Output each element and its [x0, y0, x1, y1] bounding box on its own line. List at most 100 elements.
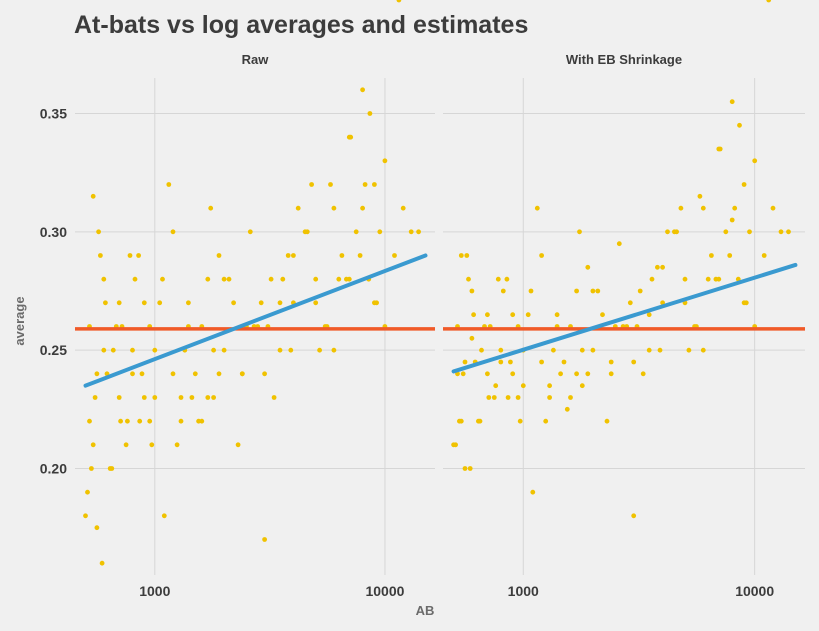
scatter-point: [590, 347, 596, 353]
x-axis-label: AB: [416, 603, 435, 618]
scatter-point: [103, 300, 108, 306]
scatter-point: [170, 229, 176, 235]
scatter-point: [517, 418, 523, 424]
scatter-point: [152, 395, 158, 400]
scatter-point: [362, 182, 368, 187]
scatter-point: [700, 205, 706, 211]
x-tick-label: 10000: [365, 583, 404, 599]
scatter-point: [577, 229, 582, 235]
scatter-point: [118, 418, 123, 424]
scatter-point: [226, 276, 232, 282]
scatter-point: [137, 418, 143, 424]
scatter-point: [208, 205, 214, 211]
scatter-point: [116, 300, 122, 306]
scatter-point: [554, 312, 560, 318]
scatter-point: [101, 276, 107, 282]
scatter-point: [649, 276, 655, 282]
scatter-point: [83, 513, 88, 519]
y-tick-label: 0.35: [40, 106, 67, 122]
scatter-point: [161, 513, 167, 519]
scatter-point: [709, 253, 714, 258]
scatter-point: [574, 371, 579, 377]
scatter-point: [525, 312, 531, 318]
scatter-point: [178, 418, 184, 424]
scatter-point: [637, 288, 643, 294]
scatter-point: [277, 300, 283, 306]
scatter-point: [469, 335, 475, 341]
scatter-point: [170, 371, 176, 377]
scatter-point: [530, 489, 536, 495]
scatter-point: [99, 560, 105, 566]
scatter-point: [505, 395, 511, 400]
scatter-point: [317, 347, 322, 353]
scatter-point: [770, 205, 776, 211]
scatter-point: [127, 253, 133, 258]
scatter-point: [353, 229, 359, 235]
panels-layer: Raw 1000 10000 0.20 0.25 0.30 0.35 With EB Shri…: [40, 0, 805, 599]
scatter-point: [608, 371, 614, 377]
scatter-point: [705, 276, 711, 282]
scatter-point: [372, 182, 377, 187]
scatter-point: [280, 276, 286, 282]
scatter-point: [543, 418, 549, 424]
scatter-point: [186, 300, 191, 306]
scatter-point: [231, 300, 237, 306]
scatter-point: [141, 395, 147, 400]
scatter-point: [96, 229, 101, 235]
panel-1: Raw 1000 10000 0.20 0.25 0.30 0.35: [40, 0, 435, 599]
scatter-point: [574, 288, 579, 294]
scatter-point: [130, 347, 135, 353]
scatter-point: [192, 371, 198, 377]
scatter-point: [125, 418, 130, 424]
scatter-point: [713, 276, 719, 282]
scatter-point: [174, 442, 180, 448]
chart-title: At-bats vs log averages and estimates: [74, 11, 528, 39]
scatter-point: [778, 229, 784, 235]
scatter-point: [737, 122, 742, 128]
scatter-point: [579, 347, 585, 353]
scatter-point: [590, 288, 596, 294]
scatter-point: [408, 229, 414, 235]
scatter-point: [493, 383, 499, 389]
scatter-point: [457, 418, 462, 424]
scatter-point: [136, 253, 142, 258]
y-tick-label: 0.25: [40, 342, 67, 358]
scatter-point: [295, 205, 301, 211]
scatter-point: [498, 359, 504, 365]
scatter-point: [132, 276, 138, 282]
scatter-point: [595, 288, 601, 294]
scatter-point: [291, 253, 296, 258]
scatter-point: [130, 371, 135, 377]
scatter-point: [258, 300, 264, 306]
scatter-point: [336, 276, 342, 282]
scatter-point: [500, 288, 506, 294]
scatter-point: [98, 253, 103, 258]
scatter-point: [216, 253, 222, 258]
scatter-point: [485, 371, 490, 377]
scatter-point: [600, 312, 605, 318]
scatter-point: [205, 276, 211, 282]
scatter-point: [357, 253, 363, 258]
scatter-point: [510, 371, 516, 377]
scatter-point: [608, 359, 614, 365]
scatter-point: [396, 0, 402, 3]
scatter-point: [123, 442, 129, 448]
panel-strip-label: Raw: [242, 52, 270, 67]
scatter-point: [116, 395, 122, 400]
scatter-point: [328, 182, 333, 187]
scatter-point: [360, 87, 365, 93]
y-axis-label: average: [12, 296, 27, 345]
scatter-point: [539, 359, 544, 365]
scatter-point: [551, 347, 556, 353]
scatter-point: [216, 371, 222, 377]
scatter-point: [747, 229, 752, 235]
scatter-point: [766, 0, 772, 3]
scatter-point: [665, 229, 670, 235]
scatter-point: [107, 466, 113, 471]
scatter-point: [460, 371, 466, 377]
x-tick-label: 1000: [139, 583, 170, 599]
scatter-point: [392, 253, 397, 258]
scatter-point: [344, 276, 349, 282]
scatter-point: [520, 383, 526, 389]
